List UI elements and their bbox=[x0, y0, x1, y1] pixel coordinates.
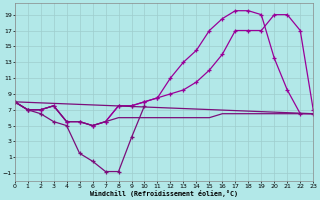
X-axis label: Windchill (Refroidissement éolien,°C): Windchill (Refroidissement éolien,°C) bbox=[90, 190, 238, 197]
